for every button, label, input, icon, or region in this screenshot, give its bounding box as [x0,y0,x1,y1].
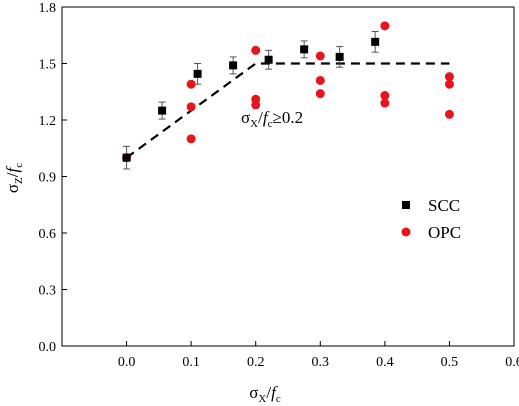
x-tick-label: 0.4 [376,355,394,370]
y-axis-ticks: 0.0 0.3 0.6 0.9 1.2 1.5 1.8 [39,1,67,355]
x-axis-title: σX/fc [249,383,281,405]
scc-point [122,153,131,162]
annotation-label: σX/fc≥0.2 [241,108,303,130]
x-tick-label: 0.0 [118,355,136,370]
opc-point [186,134,196,144]
y-tick-label: 0.0 [39,340,57,355]
x-tick-label: 0.6 [505,355,519,370]
data-markers [122,21,454,163]
legend-label-opc: OPC [428,223,461,242]
x-tick-label: 0.3 [312,355,330,370]
y-tick-label: 0.3 [39,284,57,299]
scc-point [335,52,344,61]
scc-point [193,69,202,78]
y-tick-label: 0.9 [39,171,57,186]
scc-point [229,61,238,70]
opc-point [444,72,454,82]
x-axis-ticks: 0.0 0.1 0.2 0.3 0.4 0.5 0.6 [118,341,519,370]
legend-marker-opc [401,227,411,237]
scc-point [300,45,309,54]
legend-marker-scc [402,201,410,209]
opc-point [380,98,390,108]
y-tick-label: 0.6 [39,227,57,242]
y-tick-label: 1.2 [39,114,57,129]
scc-point [264,55,273,64]
scc-point [371,37,380,46]
reference-dashed-line [125,62,450,159]
plot-frame [61,6,515,347]
opc-point [315,51,325,61]
opc-point [380,21,390,31]
legend: SCC OPC [401,196,461,242]
legend-label-scc: SCC [428,196,460,215]
error-bars [123,30,379,170]
opc-point [251,45,261,55]
scc-point [158,106,167,115]
opc-point [186,79,196,89]
x-tick-label: 0.5 [441,355,459,370]
opc-point [251,94,261,104]
opc-point [186,102,196,112]
reference-line-group [125,62,450,159]
y-axis-title: σZ/fc [3,163,25,193]
opc-point [444,109,454,119]
y-tick-label: 1.8 [39,1,57,16]
opc-point [380,91,390,101]
x-tick-label: 0.1 [182,355,200,370]
opc-point [444,79,454,89]
opc-point [315,75,325,85]
y-tick-label: 1.5 [39,58,57,73]
x-tick-label: 0.2 [247,355,265,370]
opc-point [315,89,325,99]
